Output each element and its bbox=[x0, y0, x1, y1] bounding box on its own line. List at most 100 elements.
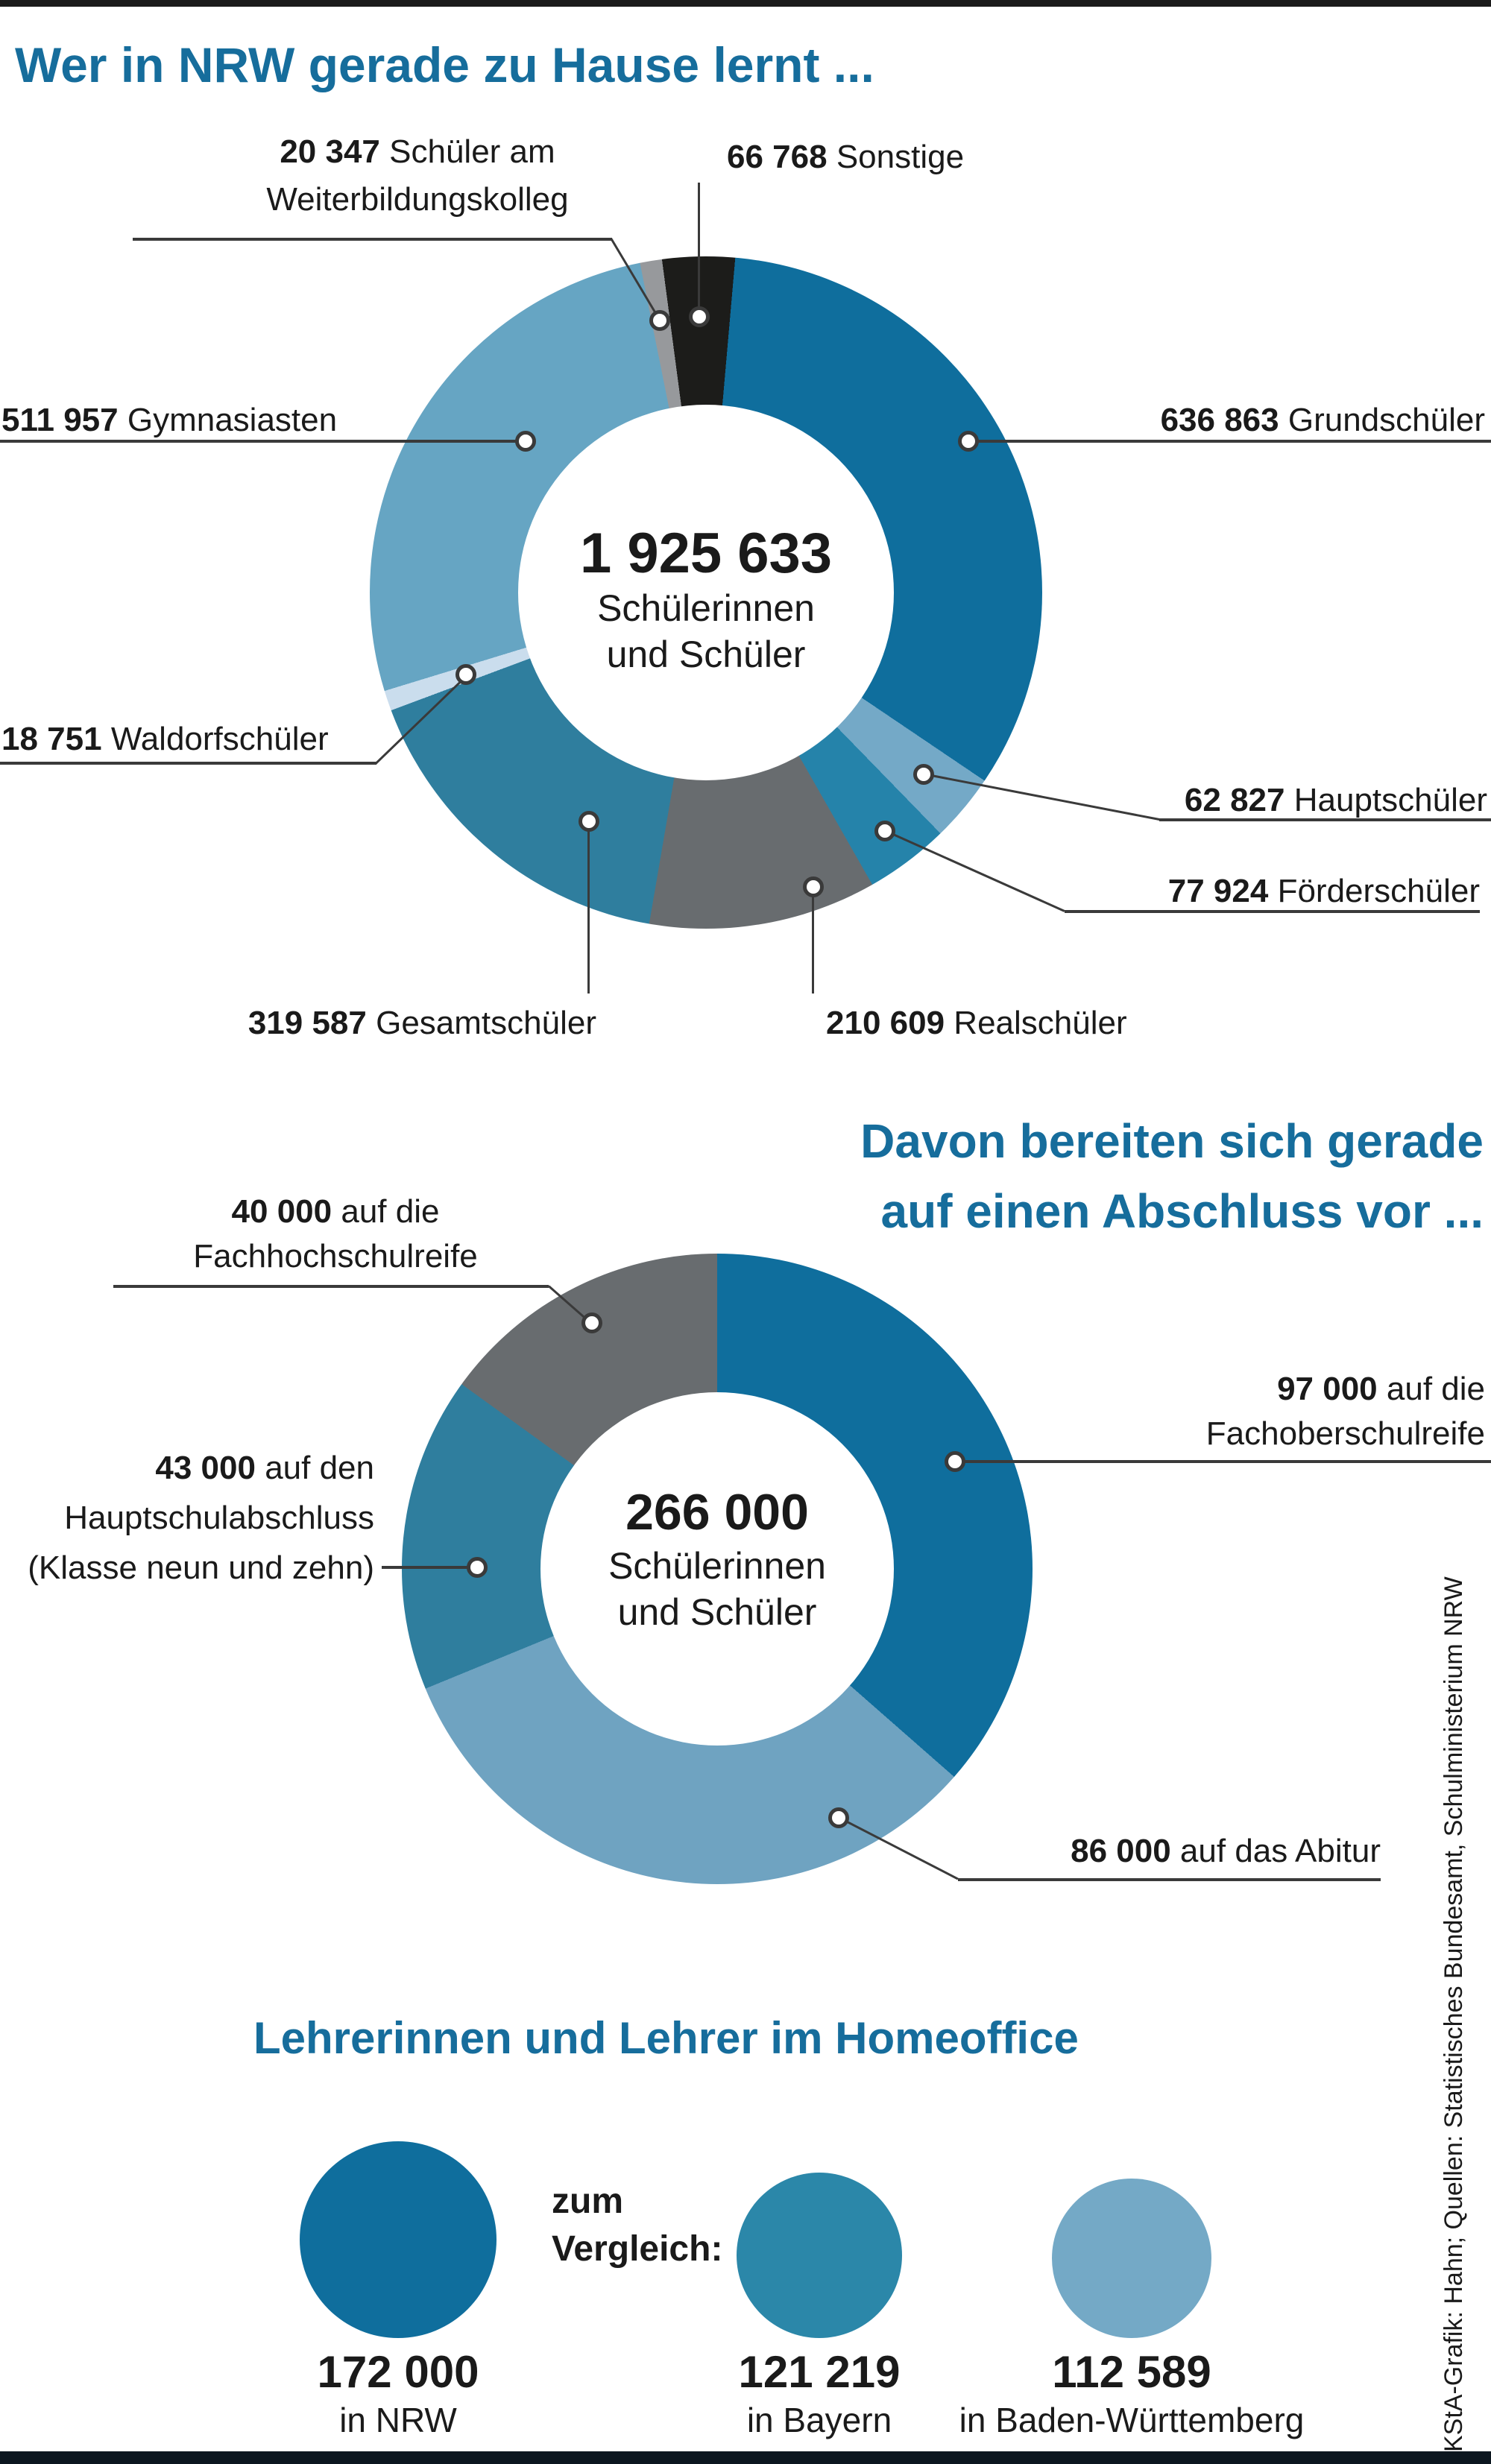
label-realschueler-value: 210 609 bbox=[826, 1005, 945, 1041]
leader-sonstige bbox=[698, 183, 700, 309]
stat-nrw: 172 000 in NRW bbox=[249, 2346, 547, 2442]
stat-nrw-region: in NRW bbox=[339, 2401, 457, 2439]
compare-label: zum Vergleich: bbox=[552, 2178, 722, 2273]
donut1-center-line1: Schülerinnen bbox=[597, 587, 815, 629]
leader-realschueler bbox=[812, 897, 814, 994]
bubble-nrw bbox=[300, 2141, 497, 2338]
donut2-center-label: 266 000 Schülerinnen und Schüler bbox=[531, 1482, 904, 1635]
label-hauptschulabschluss-value: 43 000 bbox=[155, 1450, 256, 1486]
label-realschueler-text: Realschüler bbox=[953, 1005, 1127, 1041]
leader-weiterbildungskolleg-underline bbox=[133, 238, 612, 241]
compare-label-line2: Vergleich: bbox=[552, 2229, 723, 2269]
stat-bayern-value: 121 219 bbox=[738, 2347, 901, 2397]
label-gymnasiasten-text: Gymnasiasten bbox=[127, 402, 338, 438]
bottom-rule bbox=[0, 2451, 1491, 2464]
leader-fachoberschulreife bbox=[955, 1460, 1491, 1463]
source-credit: KStA-Grafik: Hahn; Quellen: Statistische… bbox=[1440, 1576, 1468, 2452]
leader-gesamtschueler bbox=[587, 831, 590, 994]
leader-waldorfschueler-underline bbox=[0, 762, 376, 765]
label-hauptschulabschluss: 43 000 auf den Hauptschulabschluss (Klas… bbox=[0, 1443, 374, 1593]
dot-hauptschueler bbox=[913, 764, 934, 785]
leader-hauptschueler-underline bbox=[1159, 818, 1491, 821]
leader-grundschueler bbox=[968, 440, 1491, 443]
stat-baden-wuerttemberg-value: 112 589 bbox=[1052, 2347, 1211, 2397]
section2-title-line2: auf einen Abschluss vor ... bbox=[880, 1184, 1484, 1238]
stat-baden-wuerttemberg-region: in Baden-Württemberg bbox=[959, 2401, 1305, 2439]
dot-waldorfschueler bbox=[456, 664, 476, 685]
section1-title: Wer in NRW gerade zu Hause lernt ... bbox=[15, 37, 874, 92]
label-grundschueler-text: Grundschüler bbox=[1287, 402, 1485, 438]
label-waldorfschueler-value: 18 751 bbox=[1, 721, 102, 757]
label-abitur-value: 86 000 bbox=[1071, 1833, 1171, 1869]
label-gesamtschueler-value: 319 587 bbox=[248, 1005, 367, 1041]
label-gesamtschueler-text: Gesamtschüler bbox=[376, 1005, 596, 1041]
dot-weiterbildungskolleg bbox=[649, 310, 670, 331]
donut1-center-label: 1 925 633 Schülerinnen und Schüler bbox=[518, 522, 894, 677]
label-sonstige-value: 66 768 bbox=[727, 139, 828, 175]
label-sonstige: 66 768 Sonstige bbox=[727, 136, 1070, 178]
label-fachoberschulreife-text1: auf die bbox=[1386, 1371, 1485, 1407]
donut1-center-total: 1 925 633 bbox=[579, 522, 833, 585]
leader-foerderschueler-underline bbox=[1065, 910, 1480, 913]
leader-gymnasiasten bbox=[0, 440, 526, 443]
dot-grundschueler bbox=[958, 431, 979, 452]
label-foerderschueler-text: Förderschüler bbox=[1277, 873, 1480, 909]
label-hauptschueler-value: 62 827 bbox=[1184, 782, 1285, 818]
leader-fachhochschulreife-underline bbox=[113, 1285, 549, 1288]
label-waldorfschueler-text: Waldorfschüler bbox=[110, 721, 329, 757]
label-fachhochschulreife: 40 000 auf die Fachhochschulreife bbox=[104, 1190, 567, 1279]
stat-bayern: 121 219 in Bayern bbox=[670, 2346, 968, 2442]
dot-foerderschueler bbox=[874, 821, 895, 841]
label-foerderschueler: 77 924 Förderschüler bbox=[1044, 871, 1480, 912]
leader-foerderschueler-diagonal bbox=[884, 830, 1065, 912]
leader-hauptschulabschluss bbox=[382, 1566, 477, 1569]
donut-chart-abschluss-hole bbox=[540, 1392, 894, 1746]
dot-realschueler bbox=[803, 876, 824, 897]
donut2-center-line1: Schülerinnen bbox=[608, 1545, 826, 1587]
dot-abitur bbox=[828, 1807, 849, 1828]
label-fachoberschulreife-text2: Fachoberschulreife bbox=[1205, 1415, 1485, 1452]
label-hauptschueler-text: Hauptschüler bbox=[1293, 782, 1487, 818]
stat-bayern-region: in Bayern bbox=[746, 2401, 892, 2439]
label-hauptschueler: 62 827 Hauptschüler bbox=[1148, 780, 1487, 821]
leader-abitur-underline bbox=[958, 1878, 1381, 1881]
donut2-center-total: 266 000 bbox=[625, 1484, 809, 1541]
label-fachhochschulreife-value: 40 000 bbox=[231, 1193, 332, 1230]
label-gymnasiasten: 511 957 Gymnasiasten bbox=[1, 399, 389, 441]
label-sonstige-text: Sonstige bbox=[836, 139, 965, 175]
donut2-center-line2: und Schüler bbox=[617, 1591, 817, 1633]
dot-fachoberschulreife bbox=[945, 1451, 965, 1472]
label-hauptschulabschluss-text1: auf den bbox=[265, 1450, 374, 1486]
label-gymnasiasten-value: 511 957 bbox=[1, 402, 119, 438]
label-abitur-text: auf das Abitur bbox=[1179, 1833, 1381, 1869]
label-fachoberschulreife-value: 97 000 bbox=[1277, 1371, 1378, 1407]
label-weiterbildungskolleg-value: 20 347 bbox=[280, 133, 380, 170]
stat-baden-wuerttemberg: 112 589 in Baden-Württemberg bbox=[938, 2346, 1325, 2442]
dot-fachhochschulreife bbox=[581, 1312, 602, 1333]
dot-gesamtschueler bbox=[579, 811, 599, 832]
label-grundschueler-value: 636 863 bbox=[1160, 402, 1279, 438]
donut-chart-students-hole bbox=[518, 405, 894, 780]
compare-label-line1: zum bbox=[552, 2182, 623, 2221]
label-hauptschulabschluss-text2: Hauptschulabschluss bbox=[64, 1500, 374, 1536]
top-rule bbox=[0, 0, 1491, 7]
bubble-baden-wuerttemberg bbox=[1052, 2179, 1211, 2338]
label-gesamtschueler: 319 587 Gesamtschüler bbox=[194, 1002, 596, 1044]
label-weiterbildungskolleg-text2: Weiterbildungskolleg bbox=[266, 181, 569, 218]
label-hauptschulabschluss-text3: (Klasse neun und zehn) bbox=[28, 1550, 374, 1586]
label-fachhochschulreife-text2: Fachhochschulreife bbox=[193, 1238, 478, 1274]
section2-title-line1: Davon bereiten sich gerade bbox=[860, 1114, 1484, 1168]
dot-sonstige bbox=[689, 306, 710, 327]
label-grundschueler: 636 863 Grundschüler bbox=[1118, 399, 1485, 441]
label-fachhochschulreife-text1: auf die bbox=[341, 1193, 440, 1230]
label-weiterbildungskolleg: 20 347 Schüler am Weiterbildungskolleg bbox=[142, 128, 693, 224]
label-realschueler: 210 609 Realschüler bbox=[826, 1002, 1214, 1044]
donut1-center-line2: und Schüler bbox=[606, 634, 806, 675]
dot-hauptschulabschluss bbox=[467, 1557, 488, 1578]
bubble-bayern bbox=[737, 2173, 902, 2338]
dot-gymnasiasten bbox=[515, 431, 536, 452]
label-fachoberschulreife: 97 000 auf die Fachoberschulreife bbox=[1103, 1367, 1485, 1456]
label-foerderschueler-value: 77 924 bbox=[1167, 873, 1269, 909]
stat-nrw-value: 172 000 bbox=[317, 2347, 479, 2397]
